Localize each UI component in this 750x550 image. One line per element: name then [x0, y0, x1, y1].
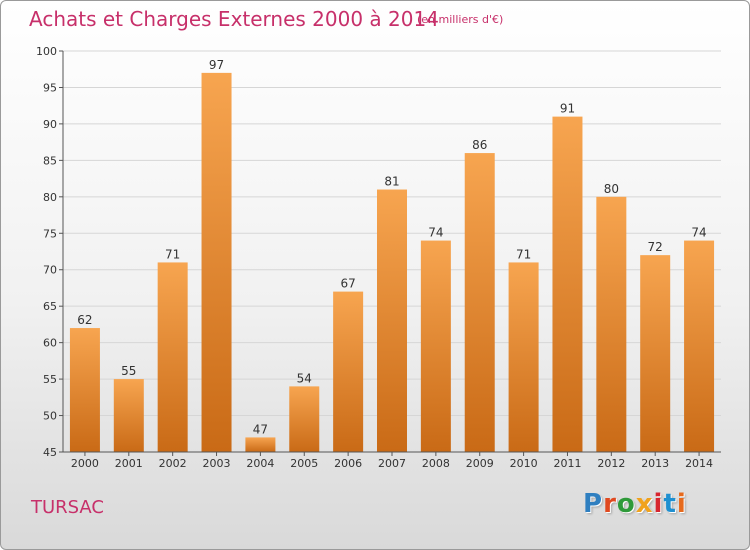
bar-value-label: 62: [77, 313, 92, 327]
bar: [552, 116, 583, 453]
y-tick-label: 95: [43, 81, 57, 94]
bar: [596, 196, 627, 452]
bar: [377, 189, 407, 452]
proxiti-logo[interactable]: Proxiti: [583, 489, 687, 519]
bar: [69, 328, 100, 452]
bar: [464, 153, 495, 452]
x-tick-label: 2007: [378, 457, 406, 470]
bar: [157, 262, 188, 452]
bar: [201, 72, 232, 452]
y-tick-label: 100: [36, 45, 57, 58]
bar: [245, 437, 276, 452]
bar: [508, 262, 539, 452]
bars: [69, 72, 715, 453]
y-tick-label: 60: [43, 337, 57, 350]
y-tick-label: 65: [43, 300, 57, 313]
chart-subtitle: (en milliers d'€): [417, 13, 504, 26]
x-tick-label: 2002: [159, 457, 187, 470]
y-tick-label: 55: [43, 373, 57, 386]
bar-value-label: 72: [648, 240, 663, 254]
x-tick-label: 2005: [290, 457, 318, 470]
y-tick-label: 50: [43, 410, 57, 423]
x-tick-label: 2014: [685, 457, 713, 470]
x-tick-label: 2000: [71, 457, 99, 470]
bar-value-label: 81: [384, 175, 399, 189]
bar: [420, 240, 451, 452]
x-tick-label: 2004: [246, 457, 274, 470]
y-tick-label: 85: [43, 154, 57, 167]
bar-value-label: 54: [297, 371, 312, 385]
bar-value-label: 74: [691, 226, 706, 240]
x-tick-label: 2009: [466, 457, 494, 470]
x-tick-label: 2010: [510, 457, 538, 470]
bar: [684, 240, 715, 452]
bar-value-label: 97: [209, 58, 224, 72]
x-tick-label: 2008: [422, 457, 450, 470]
y-tick-label: 90: [43, 118, 57, 131]
bar-value-label: 67: [340, 277, 355, 291]
bar-value-label: 47: [253, 422, 268, 436]
bar-value-label: 71: [516, 247, 531, 261]
x-tick-label: 2006: [334, 457, 362, 470]
labels: 45 50 55 60 65 70 75 80 85 90 95 100 62 2000 55 2001 71 2…: [36, 45, 713, 470]
x-tick-label: 2012: [597, 457, 625, 470]
bar-value-label: 91: [560, 102, 575, 116]
bar: [333, 291, 364, 452]
bar-value-label: 71: [165, 247, 180, 261]
y-tick-label: 70: [43, 264, 57, 277]
bar: [113, 379, 144, 452]
x-tick-label: 2013: [641, 457, 669, 470]
bar: [640, 255, 671, 452]
chart-title: Achats et Charges Externes 2000 à 2014: [29, 7, 439, 31]
bar-value-label: 55: [121, 364, 136, 378]
bar-value-label: 74: [428, 226, 443, 240]
bar-value-label: 86: [472, 138, 487, 152]
bar-value-label: 80: [604, 182, 619, 196]
y-tick-label: 45: [43, 446, 57, 459]
x-tick-label: 2011: [553, 457, 581, 470]
y-tick-label: 80: [43, 191, 57, 204]
y-tick-label: 75: [43, 227, 57, 240]
commune-name: TURSAC: [31, 497, 105, 518]
axes: [59, 50, 721, 456]
bar: [289, 386, 320, 452]
x-tick-label: 2001: [115, 457, 143, 470]
x-tick-label: 2003: [203, 457, 231, 470]
